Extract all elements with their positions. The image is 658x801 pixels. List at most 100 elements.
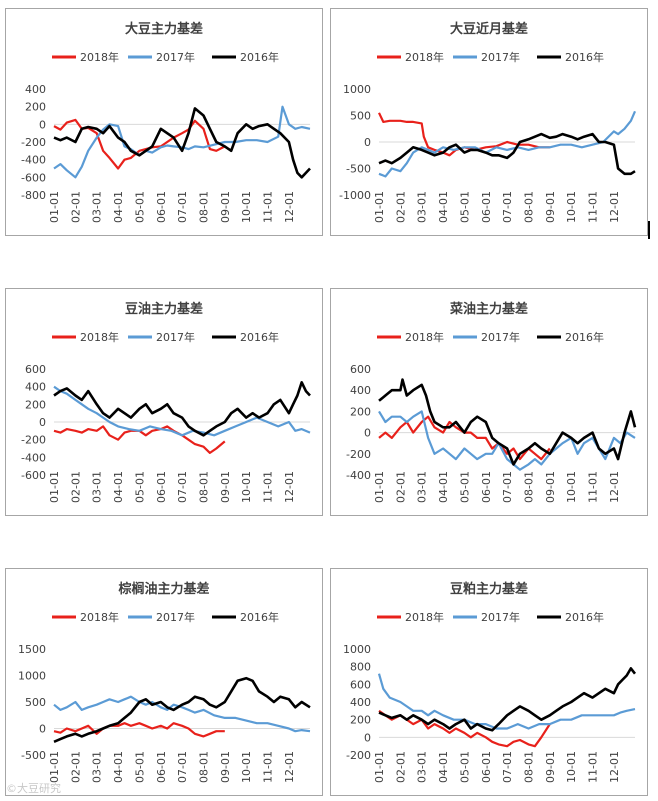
series-line-2018年: [378, 112, 550, 157]
y-tick-label: -500: [21, 749, 46, 762]
x-tick-label: 03-01: [416, 191, 429, 223]
x-tick-label: 04-01: [437, 751, 450, 783]
x-tick-label: 04-01: [437, 191, 450, 223]
x-tick-label: 07-01: [501, 191, 514, 223]
x-tick-label: 03-01: [91, 191, 104, 223]
x-tick-label: 05-01: [458, 191, 471, 223]
legend-label: 2016年: [240, 610, 279, 624]
y-tick-label: 600: [25, 363, 46, 376]
series-line-2017年: [378, 410, 636, 471]
legend-label: 2017年: [481, 50, 520, 64]
y-tick-label: 200: [25, 101, 46, 114]
y-tick-label: 200: [25, 398, 46, 411]
chart-title: 棕榈油主力基差: [117, 581, 209, 597]
x-tick-label: 03-01: [91, 471, 104, 503]
x-tick-label: 12-01: [283, 751, 296, 783]
x-tick-label: 01-01: [373, 751, 386, 783]
legend-label: 2018年: [80, 50, 119, 64]
x-tick-label: 08-01: [197, 751, 210, 783]
legend-label: 2018年: [405, 610, 444, 624]
x-tick-label: 03-01: [91, 751, 104, 783]
series-line-2017年: [53, 105, 311, 179]
x-tick-label: 09-01: [219, 751, 232, 783]
legend-label: 2018年: [405, 330, 444, 344]
legend-label: 2016年: [240, 330, 279, 344]
y-tick-label: 0: [364, 731, 371, 744]
x-tick-label: 09-01: [544, 471, 557, 503]
y-tick-label: 600: [350, 363, 371, 376]
series-line-2016年: [53, 676, 311, 743]
x-tick-label: 10-01: [565, 751, 578, 783]
x-tick-label: 09-01: [219, 471, 232, 503]
legend-label: 2017年: [481, 330, 520, 344]
legend-label: 2018年: [80, 610, 119, 624]
chart-title: 菜油主力基差: [449, 301, 528, 317]
x-tick-label: 12-01: [283, 471, 296, 503]
y-tick-label: 400: [350, 384, 371, 397]
x-tick-label: 08-01: [522, 751, 535, 783]
x-tick-label: 02-01: [394, 751, 407, 783]
x-tick-label: 08-01: [197, 191, 210, 223]
x-tick-label: 05-01: [458, 471, 471, 503]
x-tick-label: 02-01: [394, 471, 407, 503]
y-tick-label: 1000: [343, 643, 371, 656]
y-tick-label: 400: [25, 381, 46, 394]
x-tick-label: 09-01: [544, 751, 557, 783]
chart-panel-palm-oil-main-basis: 棕榈油主力基差 2018年 2017年 2016年 1500 1000 500 0 -500 01…: [5, 568, 323, 796]
x-tick-label: 01-01: [373, 471, 386, 503]
y-tick-label: 400: [25, 83, 46, 96]
x-tick-label: 06-01: [480, 751, 493, 783]
x-tick-label: 06-01: [155, 471, 168, 503]
x-tick-label: 11-01: [262, 191, 275, 223]
y-tick-label: 1000: [18, 670, 46, 683]
series-line-2018年: [378, 709, 551, 748]
y-tick-label: -400: [21, 154, 46, 167]
chart-panel-soybean-near-month-basis: 大豆近月基差 2018年 2017年 2016年 1000 500 0 -500 -1000 01…: [330, 8, 648, 236]
y-tick-label: 0: [39, 118, 46, 131]
x-tick-label: 08-01: [522, 471, 535, 503]
y-tick-label: -400: [346, 469, 371, 482]
x-tick-label: 10-01: [565, 471, 578, 503]
series-line-2017年: [53, 695, 311, 733]
series-line-2017年: [53, 385, 311, 437]
x-tick-label: 01-01: [48, 751, 61, 783]
y-tick-label: -200: [346, 448, 371, 461]
chart-svg: 豆粕主力基差 2018年 2017年 2016年 1000 800 600 400 200 0 -2…: [343, 581, 637, 783]
legend-label: 2017年: [156, 330, 195, 344]
x-tick-label: 07-01: [501, 751, 514, 783]
x-tick-label: 11-01: [587, 191, 600, 223]
y-tick-label: 0: [39, 416, 46, 429]
y-tick-label: -800: [21, 189, 46, 202]
x-tick-label: 04-01: [112, 751, 125, 783]
y-tick-label: -500: [346, 163, 371, 176]
x-tick-label: 09-01: [219, 191, 232, 223]
legend-label: 2017年: [156, 50, 195, 64]
x-tick-label: 11-01: [587, 471, 600, 503]
y-tick-label: -600: [21, 469, 46, 482]
y-tick-label: 200: [350, 405, 371, 418]
chart-title: 豆粕主力基差: [450, 581, 528, 597]
x-tick-label: 06-01: [480, 471, 493, 503]
chart-svg: 大豆近月基差 2018年 2017年 2016年 1000 500 0 -500 -1000 01…: [339, 21, 637, 223]
chart-panel-soybean-main-basis: 大豆主力基差 2018年 2017年 2016年 400 200 0 -200 -400 -600…: [5, 8, 323, 236]
y-tick-label: 200: [350, 714, 371, 727]
x-tick-label: 10-01: [240, 751, 253, 783]
x-tick-label: 07-01: [176, 471, 189, 503]
chart-svg: 棕榈油主力基差 2018年 2017年 2016年 1500 1000 500 0 -500 01…: [18, 581, 311, 783]
x-tick-label: 12-01: [608, 471, 621, 503]
x-tick-label: 10-01: [240, 471, 253, 503]
y-tick-label: 600: [350, 678, 371, 691]
x-tick-label: 07-01: [176, 191, 189, 223]
series-line-2018年: [378, 415, 551, 461]
y-tick-label: -200: [346, 749, 371, 762]
chart-svg: 豆油主力基差 2018年 2017年 2016年 600 400 200 0 -200 -400 -…: [21, 301, 311, 503]
legend-label: 2016年: [565, 50, 604, 64]
y-tick-label: -400: [21, 451, 46, 464]
series-line-2017年: [377, 673, 636, 730]
x-tick-label: 03-01: [416, 471, 429, 503]
series-line-2016年: [378, 378, 637, 466]
y-tick-label: 500: [25, 696, 46, 709]
x-tick-label: 09-01: [544, 191, 557, 223]
x-tick-label: 12-01: [283, 191, 296, 223]
chart-svg: 大豆主力基差 2018年 2017年 2016年 400 200 0 -200 -400 -600…: [21, 21, 311, 223]
